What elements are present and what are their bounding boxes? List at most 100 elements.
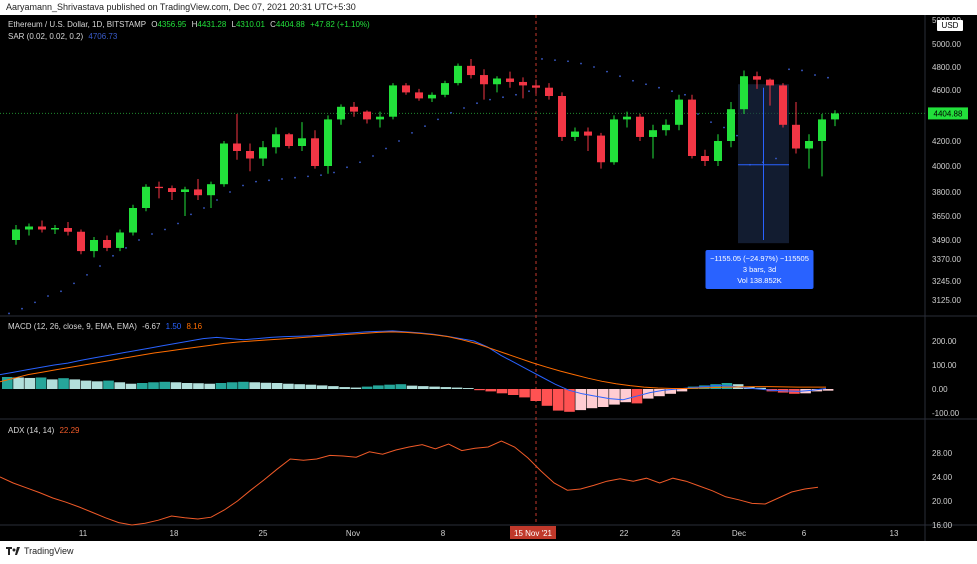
adx-value: 22.29: [59, 426, 80, 435]
macd-histogram-bar: [654, 389, 665, 397]
tradingview-brand: TradingView: [24, 546, 74, 556]
candle-body: [337, 106, 345, 120]
candle-body: [298, 138, 306, 146]
macd-histogram-bar: [575, 389, 587, 411]
sar-dot: [645, 83, 647, 86]
candle-body: [532, 85, 540, 88]
candle-body: [610, 119, 618, 163]
macd-histogram-bar: [552, 389, 564, 411]
macd-histogram-bar: [2, 377, 13, 389]
sar-dot: [346, 166, 348, 169]
macd-histogram-bar: [316, 385, 328, 389]
macd-histogram-bar: [328, 386, 339, 389]
adx-legend: ADX (14, 14) 22.29: [8, 426, 80, 435]
adx-line: [0, 440, 819, 526]
sar-dot: [398, 140, 400, 142]
x-tick-label: Dec: [732, 529, 746, 538]
candle-body: [90, 240, 98, 252]
candle-body: [207, 184, 215, 196]
macd-hist-value: -6.67: [142, 322, 161, 331]
macd-line-value: 1.50: [165, 322, 182, 331]
chart-canvas[interactable]: 5000.004800.004600.004400.004200.004000.…: [0, 15, 977, 541]
candle-body: [272, 134, 280, 148]
macd-histogram-bar: [676, 389, 688, 392]
measure-label-line: Vol 138.852K: [737, 276, 782, 285]
macd-histogram-bar: [440, 387, 452, 389]
price-tick-label: 3125.00: [932, 296, 961, 305]
sar-dot: [34, 301, 36, 304]
sar-dot: [788, 68, 790, 71]
macd-histogram-bar: [485, 389, 497, 392]
macd-label: MACD (12, 26, close, 9, EMA, EMA): [8, 322, 137, 331]
sar-dot: [294, 176, 296, 179]
macd-histogram-bar: [609, 389, 620, 405]
sar-dot: [320, 174, 322, 177]
macd-histogram-bar: [564, 389, 575, 412]
candle-body: [792, 124, 800, 149]
price-tick-label: 3370.00: [932, 255, 961, 264]
candle-body: [454, 65, 462, 84]
low-label: L: [231, 20, 236, 29]
candle-body: [519, 81, 527, 86]
macd-signal-value: 8.16: [186, 322, 203, 331]
chart-frame: [0, 15, 977, 541]
candle-body: [493, 78, 501, 85]
candle-body: [324, 119, 332, 166]
sar-dot: [502, 96, 504, 99]
candle-body: [571, 131, 579, 137]
candle-body: [64, 228, 72, 232]
sar-dot: [281, 178, 283, 180]
macd-histogram-bar: [418, 386, 429, 389]
macd-histogram-bar: [91, 381, 103, 389]
sar-dot: [216, 199, 218, 201]
sar-dot: [138, 239, 140, 241]
measure-label-line: 3 bars, 3d: [743, 265, 776, 274]
candle-body: [142, 186, 150, 208]
candle-body: [233, 143, 241, 151]
macd-histogram-bar: [181, 383, 193, 389]
macd-histogram-bar: [170, 382, 182, 389]
sar-dot: [164, 228, 166, 231]
sar-dot: [242, 184, 244, 187]
candle-body: [181, 189, 189, 192]
sar-dot: [775, 157, 777, 160]
macd-histogram-bar: [193, 383, 204, 389]
price-legend: Ethereum / U.S. Dollar, 1D, BITSTAMP O43…: [8, 20, 370, 29]
sar-dot: [736, 134, 738, 137]
x-tick-label: Nov: [346, 529, 360, 538]
x-tick-label: 11: [79, 529, 88, 538]
currency-badge: [937, 20, 963, 31]
adx-tick-label: 24.00: [932, 473, 953, 482]
price-tick-label: 4600.00: [932, 86, 961, 95]
close-label: C: [270, 20, 276, 29]
sar-dot: [671, 90, 673, 93]
macd-histogram-bar: [136, 383, 148, 389]
price-tick-label: 3800.00: [932, 188, 961, 197]
sar-dot: [60, 290, 62, 293]
change-value: +47.82 (+1.10%): [310, 20, 370, 29]
candle-body: [363, 111, 371, 120]
macd-histogram-bar: [58, 378, 69, 389]
candle-body: [441, 83, 449, 95]
last-price-label: 4404.88: [934, 109, 963, 118]
macd-histogram-bar: [305, 384, 317, 389]
sar-dot: [593, 66, 595, 68]
adx-label: ADX (14, 14): [8, 426, 55, 435]
macd-histogram-bar: [283, 383, 294, 389]
sar-dot: [229, 191, 231, 193]
sar-dot: [697, 113, 699, 115]
candle-body: [350, 106, 358, 112]
sar-dot: [450, 111, 452, 114]
currency-label: USD: [942, 21, 959, 30]
sar-dot: [177, 222, 179, 225]
macd-histogram-bar: [13, 377, 24, 389]
macd-histogram-bar: [350, 387, 362, 389]
adx-tick-label: 20.00: [932, 497, 953, 506]
macd-legend: MACD (12, 26, close, 9, EMA, EMA) -6.67 …: [8, 322, 202, 331]
price-tick-label: 4000.00: [932, 162, 961, 171]
macd-histogram-bar: [361, 386, 373, 389]
price-tick-label: 4200.00: [932, 137, 961, 146]
macd-histogram-bar: [215, 383, 227, 389]
sar-dot: [606, 70, 608, 73]
candle-body: [467, 65, 475, 76]
